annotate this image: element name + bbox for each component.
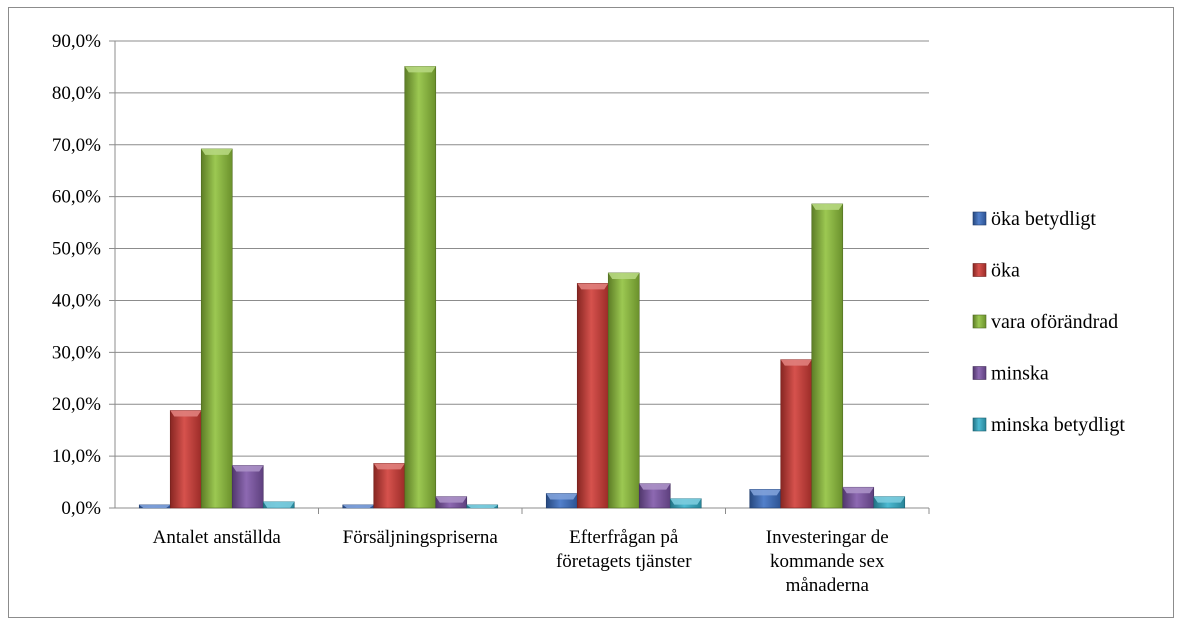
- bar: [638, 483, 671, 509]
- category-label: Efterfrågan på företagets tjänster: [556, 527, 692, 572]
- legend-label: vara oförändrad: [991, 311, 1118, 333]
- bar-chart: 0,0% 10,0% 20,0% 30,0% 40,0% 50,0% 60,0% 70,0% 8…: [52, 31, 1125, 596]
- bar: [811, 203, 844, 509]
- legend-swatch: [972, 314, 987, 329]
- legend-label: minska betydligt: [991, 414, 1125, 436]
- y-tick-label: 70,0%: [52, 135, 101, 156]
- y-tick-label: 80,0%: [52, 83, 101, 104]
- bar: [342, 504, 375, 509]
- category-label: Försäljningspriserna: [343, 527, 499, 548]
- legend-label: öka: [991, 260, 1020, 282]
- category-labels: Antalet anställda Försäljningspriserna Eft…: [153, 527, 889, 596]
- bar: [873, 496, 906, 509]
- category-label: Investeringar de kommande sex månaderna: [766, 527, 889, 596]
- bar: [262, 501, 295, 509]
- bar: [435, 496, 468, 509]
- bar: [780, 359, 813, 509]
- bar: [607, 272, 640, 509]
- legend-swatch: [972, 211, 987, 226]
- bar: [169, 410, 202, 509]
- legend-swatch: [972, 366, 987, 380]
- legend-label: minska: [991, 363, 1049, 385]
- bar: [669, 498, 702, 509]
- bar: [200, 148, 233, 509]
- bar: [373, 463, 406, 509]
- bar: [576, 283, 609, 509]
- legend-item: öka: [972, 260, 1020, 282]
- y-tick-label: 60,0%: [52, 187, 101, 208]
- legend: öka betydligt öka vara oförändrad minska min…: [972, 208, 1125, 436]
- y-tick-label: 20,0%: [52, 394, 101, 415]
- bar: [749, 489, 782, 509]
- y-tick-label: 0,0%: [61, 498, 101, 519]
- legend-item: öka betydligt: [972, 208, 1096, 230]
- y-tick-label: 40,0%: [52, 290, 101, 311]
- y-tick-label: 30,0%: [52, 342, 101, 363]
- y-tick-label: 50,0%: [52, 239, 101, 260]
- bar: [545, 493, 578, 509]
- bar: [231, 465, 264, 509]
- bar: [466, 504, 499, 509]
- bar: [842, 486, 875, 509]
- y-tick-label: 10,0%: [52, 446, 101, 467]
- legend-item: minska betydligt: [972, 414, 1125, 436]
- legend-item: minska: [972, 363, 1049, 385]
- legend-label: öka betydligt: [991, 208, 1096, 230]
- bar: [138, 504, 171, 509]
- chart-frame: 0,0% 10,0% 20,0% 30,0% 40,0% 50,0% 60,0% 70,0% 8…: [8, 7, 1174, 618]
- legend-swatch: [972, 417, 987, 432]
- y-tick-label: 90,0%: [52, 31, 101, 52]
- bar: [404, 66, 437, 509]
- legend-item: vara oförändrad: [972, 311, 1118, 333]
- gridlines: [109, 40, 929, 509]
- legend-swatch: [972, 263, 987, 277]
- category-label: Antalet anställda: [153, 527, 282, 548]
- y-tick-labels: 0,0% 10,0% 20,0% 30,0% 40,0% 50,0% 60,0% 70,0% 8…: [52, 31, 101, 519]
- bars: [138, 66, 906, 509]
